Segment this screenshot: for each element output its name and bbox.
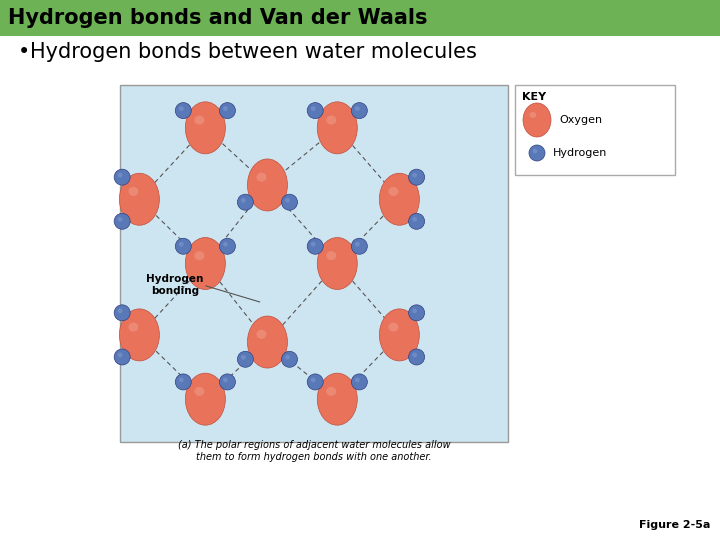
Circle shape <box>220 374 235 390</box>
Text: them to form hydrogen bonds with one another.: them to form hydrogen bonds with one ano… <box>196 452 432 462</box>
Ellipse shape <box>379 173 419 225</box>
Circle shape <box>311 242 315 247</box>
Ellipse shape <box>120 173 159 225</box>
Text: Hydrogen
bonding: Hydrogen bonding <box>146 274 204 296</box>
Circle shape <box>282 194 297 210</box>
Text: Hydrogen bonds and Van der Waals: Hydrogen bonds and Van der Waals <box>8 8 428 28</box>
Ellipse shape <box>194 251 204 260</box>
Circle shape <box>533 148 537 153</box>
Ellipse shape <box>248 316 287 368</box>
Circle shape <box>311 106 315 111</box>
Ellipse shape <box>256 173 266 181</box>
Bar <box>515 85 675 175</box>
Ellipse shape <box>248 159 287 211</box>
Circle shape <box>179 242 184 247</box>
Text: Oxygen: Oxygen <box>559 115 602 125</box>
Circle shape <box>529 145 545 161</box>
Circle shape <box>412 217 417 222</box>
Circle shape <box>285 198 290 202</box>
Circle shape <box>408 169 425 185</box>
Circle shape <box>238 194 253 210</box>
Circle shape <box>118 217 122 222</box>
Ellipse shape <box>318 238 357 289</box>
Ellipse shape <box>318 373 357 425</box>
Circle shape <box>179 106 184 111</box>
Ellipse shape <box>318 102 357 154</box>
Circle shape <box>118 308 122 313</box>
Circle shape <box>408 213 425 230</box>
Circle shape <box>355 242 360 247</box>
Circle shape <box>114 169 130 185</box>
Ellipse shape <box>523 103 551 137</box>
Ellipse shape <box>185 102 225 154</box>
Circle shape <box>223 377 228 382</box>
Ellipse shape <box>256 330 266 339</box>
Ellipse shape <box>185 238 225 289</box>
Circle shape <box>175 238 192 254</box>
Ellipse shape <box>388 322 398 332</box>
Circle shape <box>179 377 184 382</box>
Ellipse shape <box>194 387 204 396</box>
Circle shape <box>282 352 297 367</box>
Text: Hydrogen: Hydrogen <box>553 148 608 158</box>
Ellipse shape <box>185 373 225 425</box>
Circle shape <box>307 103 323 119</box>
Circle shape <box>412 353 417 357</box>
Circle shape <box>241 198 246 202</box>
Text: (a) The polar regions of adjacent water molecules allow: (a) The polar regions of adjacent water … <box>178 440 450 450</box>
Circle shape <box>408 305 425 321</box>
Ellipse shape <box>529 112 536 118</box>
Circle shape <box>175 374 192 390</box>
Ellipse shape <box>326 251 336 260</box>
Circle shape <box>412 173 417 178</box>
Circle shape <box>175 103 192 119</box>
Text: Hydrogen bonds between water molecules: Hydrogen bonds between water molecules <box>30 42 477 62</box>
Bar <box>0 0 720 36</box>
Ellipse shape <box>326 387 336 396</box>
Circle shape <box>355 106 360 111</box>
Circle shape <box>311 377 315 382</box>
Circle shape <box>355 377 360 382</box>
Ellipse shape <box>379 309 419 361</box>
Circle shape <box>220 238 235 254</box>
Circle shape <box>408 349 425 365</box>
Circle shape <box>285 355 290 360</box>
Circle shape <box>118 353 122 357</box>
Circle shape <box>307 374 323 390</box>
Circle shape <box>223 242 228 247</box>
Circle shape <box>220 103 235 119</box>
Bar <box>120 85 508 442</box>
Circle shape <box>114 305 130 321</box>
Circle shape <box>412 308 417 313</box>
Ellipse shape <box>326 116 336 125</box>
Ellipse shape <box>128 187 138 196</box>
Text: Figure 2-5a: Figure 2-5a <box>639 520 710 530</box>
Circle shape <box>351 238 367 254</box>
Circle shape <box>114 213 130 230</box>
Ellipse shape <box>120 309 159 361</box>
Circle shape <box>351 374 367 390</box>
Circle shape <box>238 352 253 367</box>
Ellipse shape <box>388 187 398 196</box>
Circle shape <box>114 349 130 365</box>
Text: •: • <box>18 42 30 62</box>
Circle shape <box>223 106 228 111</box>
Circle shape <box>118 173 122 178</box>
Circle shape <box>307 238 323 254</box>
Circle shape <box>351 103 367 119</box>
Circle shape <box>241 355 246 360</box>
Ellipse shape <box>128 322 138 332</box>
Text: KEY: KEY <box>522 92 546 102</box>
Ellipse shape <box>194 116 204 125</box>
